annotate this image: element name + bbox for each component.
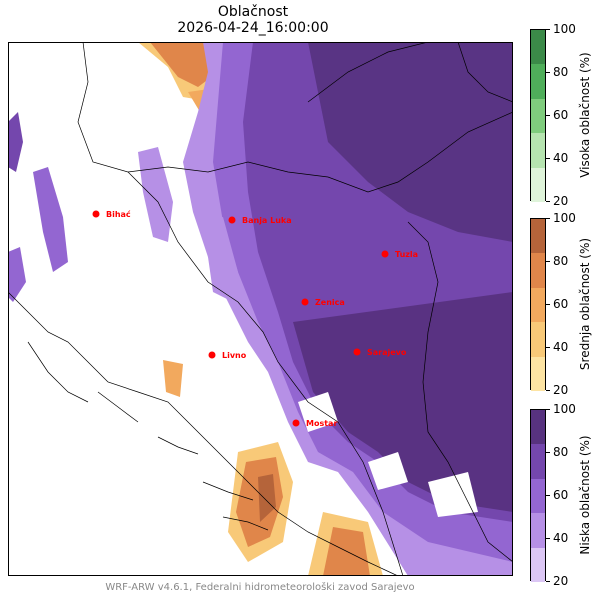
colorbar-segment (531, 410, 545, 445)
colorbar-tick-mark (546, 158, 550, 159)
city-marker-mostar (292, 419, 300, 427)
medium-cloud-colorbar (530, 218, 546, 392)
city-label-zenica: Zenica (315, 298, 345, 307)
colorbar-label: Srednja oblačnost (%) (578, 237, 592, 371)
colorbar-tick-mark (546, 29, 550, 30)
city-marker-livno (208, 351, 216, 359)
city-marker-zenica (301, 298, 309, 306)
map-title: Oblačnost (217, 4, 289, 20)
colorbar-tick-mark (546, 201, 550, 202)
colorbar-tick-label: 20 (553, 383, 569, 397)
high-cloud-colorbar (530, 29, 546, 203)
colorbar-segment (531, 64, 545, 100)
city-marker-bihac (92, 210, 100, 218)
colorbar-tick-mark (546, 72, 550, 73)
colorbar-segment (531, 167, 545, 203)
footer-credit: WRF-ARW v4.6.1, Federalni hidrometeorolo… (105, 582, 415, 593)
colorbar-tick-mark (546, 115, 550, 116)
colorbar-segment (531, 30, 545, 65)
colorbar-tick-label: 80 (553, 254, 569, 268)
colorbar-segment (531, 287, 545, 323)
low-cloud-colorbar (530, 409, 546, 583)
colorbar-tick-label: 100 (553, 402, 576, 416)
colorbar-tick-mark (546, 409, 550, 410)
colorbar-tick-mark (546, 304, 550, 305)
city-label-sarajevo: Sarajevo (367, 348, 407, 357)
colorbar-label: Visoka oblačnost (%) (578, 52, 592, 178)
colorbar-segment (531, 444, 545, 480)
colorbar-tick-label: 80 (553, 65, 569, 79)
colorbar-tick-label: 40 (553, 531, 569, 545)
colorbar-tick-label: 40 (553, 151, 569, 165)
colorbar-tick-label: 100 (553, 22, 576, 36)
colorbar-tick-label: 20 (553, 194, 569, 208)
colorbar-tick-mark (546, 581, 550, 582)
colorbar-tick-mark (546, 538, 550, 539)
colorbar-tick-label: 60 (553, 297, 569, 311)
colorbar-tick-label: 60 (553, 488, 569, 502)
colorbar-tick-label: 100 (553, 211, 576, 225)
city-marker-banja-luka (228, 216, 236, 224)
colorbar-tick-mark (546, 218, 550, 219)
colorbar-tick-label: 40 (553, 340, 569, 354)
colorbar-tick-mark (546, 495, 550, 496)
city-marker-sarajevo (353, 348, 361, 356)
city-label-mostar: Mostar (306, 419, 337, 428)
city-markers: Bihać Banja Luka Tuzla Zenica Livno Sara… (92, 209, 418, 428)
colorbar-tick-mark (546, 390, 550, 391)
city-label-tuzla: Tuzla (395, 250, 418, 259)
colorbar-tick-label: 20 (553, 574, 569, 588)
colorbar-segment (531, 253, 545, 289)
colorbar-segment (531, 219, 545, 254)
colorbar-segment (531, 513, 545, 549)
city-label-bihac: Bihać (106, 209, 131, 219)
colorbar-segment (531, 322, 545, 358)
cloud-cover-map: Bihać Banja Luka Tuzla Zenica Livno Sara… (8, 42, 513, 576)
colorbar-segment (531, 356, 545, 392)
map-timestamp: 2026-04-24_16:00:00 (177, 20, 329, 36)
colorbar-segment (531, 98, 545, 134)
city-marker-tuzla (381, 250, 389, 258)
city-label-livno: Livno (222, 351, 247, 360)
colorbar-segment (531, 547, 545, 583)
colorbar-tick-label: 60 (553, 108, 569, 122)
colorbar-tick-mark (546, 347, 550, 348)
colorbar-segment (531, 478, 545, 514)
colorbar-label: Niska oblačnost (%) (578, 435, 592, 555)
colorbar-tick-mark (546, 452, 550, 453)
borders (8, 42, 513, 576)
colorbar-tick-label: 80 (553, 445, 569, 459)
low-cloud-layer (8, 42, 513, 576)
colorbar-tick-mark (546, 261, 550, 262)
city-label-banja-luka: Banja Luka (242, 216, 292, 225)
colorbar-segment (531, 133, 545, 169)
